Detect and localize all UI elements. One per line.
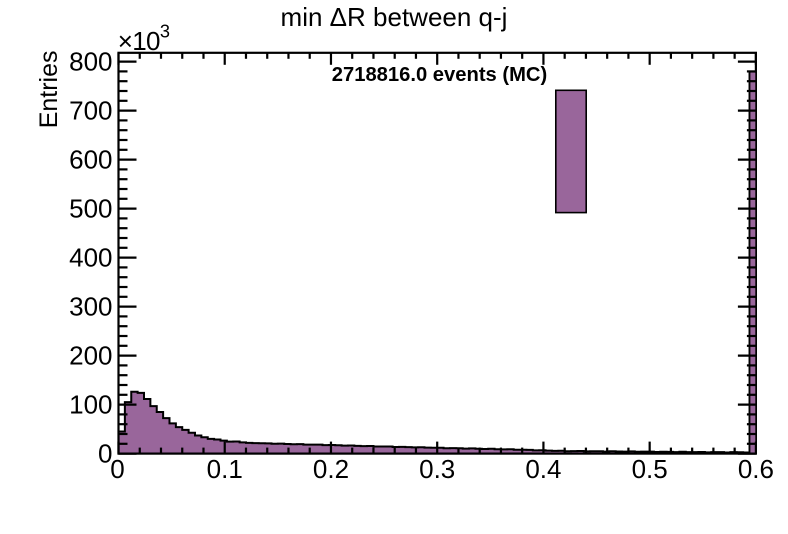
svg-text:500: 500 xyxy=(69,194,112,224)
svg-text:200: 200 xyxy=(69,341,112,371)
svg-text:300: 300 xyxy=(69,292,112,322)
svg-text:0.3: 0.3 xyxy=(419,454,455,484)
svg-text:400: 400 xyxy=(69,243,112,273)
svg-text:0.4: 0.4 xyxy=(525,454,561,484)
svg-text:0.1: 0.1 xyxy=(207,454,243,484)
svg-text:0: 0 xyxy=(110,454,124,484)
svg-text:0: 0 xyxy=(98,439,112,469)
svg-text:2718816.0 events (MC): 2718816.0 events (MC) xyxy=(332,64,547,86)
svg-text:800: 800 xyxy=(69,47,112,77)
svg-text:100: 100 xyxy=(69,390,112,420)
svg-text:Entries: Entries xyxy=(35,50,63,128)
svg-text:0.2: 0.2 xyxy=(313,454,349,484)
svg-text:min ΔR between q-j: min ΔR between q-j xyxy=(281,2,508,32)
svg-text:0.6: 0.6 xyxy=(738,454,774,484)
svg-text:700: 700 xyxy=(69,96,112,126)
svg-text:0.5: 0.5 xyxy=(632,454,668,484)
svg-text:600: 600 xyxy=(69,145,112,175)
